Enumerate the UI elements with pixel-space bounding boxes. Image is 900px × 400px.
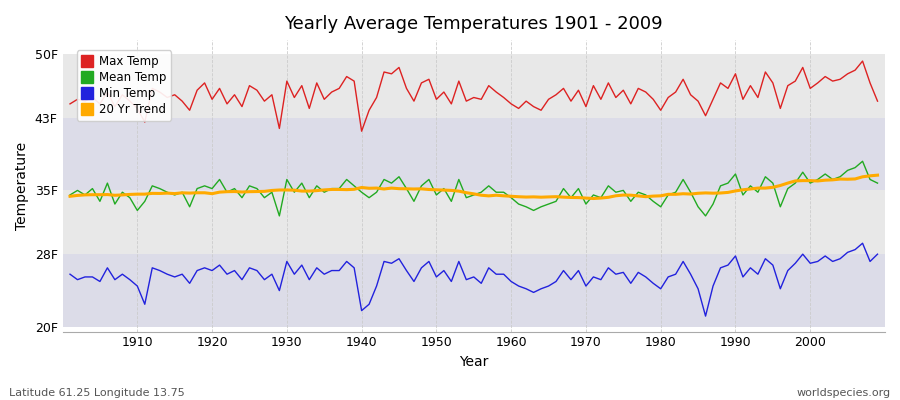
Legend: Max Temp, Mean Temp, Min Temp, 20 Yr Trend: Max Temp, Mean Temp, Min Temp, 20 Yr Tre… [76,50,171,121]
Bar [62,190,885,254]
Y-axis label: Temperature: Temperature [15,142,29,230]
Text: worldspecies.org: worldspecies.org [796,388,891,398]
Bar [62,254,885,327]
X-axis label: Year: Year [459,355,489,369]
Bar [62,118,885,190]
Text: Latitude 61.25 Longitude 13.75: Latitude 61.25 Longitude 13.75 [9,388,184,398]
Title: Yearly Average Temperatures 1901 - 2009: Yearly Average Temperatures 1901 - 2009 [284,15,663,33]
Bar [62,54,885,118]
